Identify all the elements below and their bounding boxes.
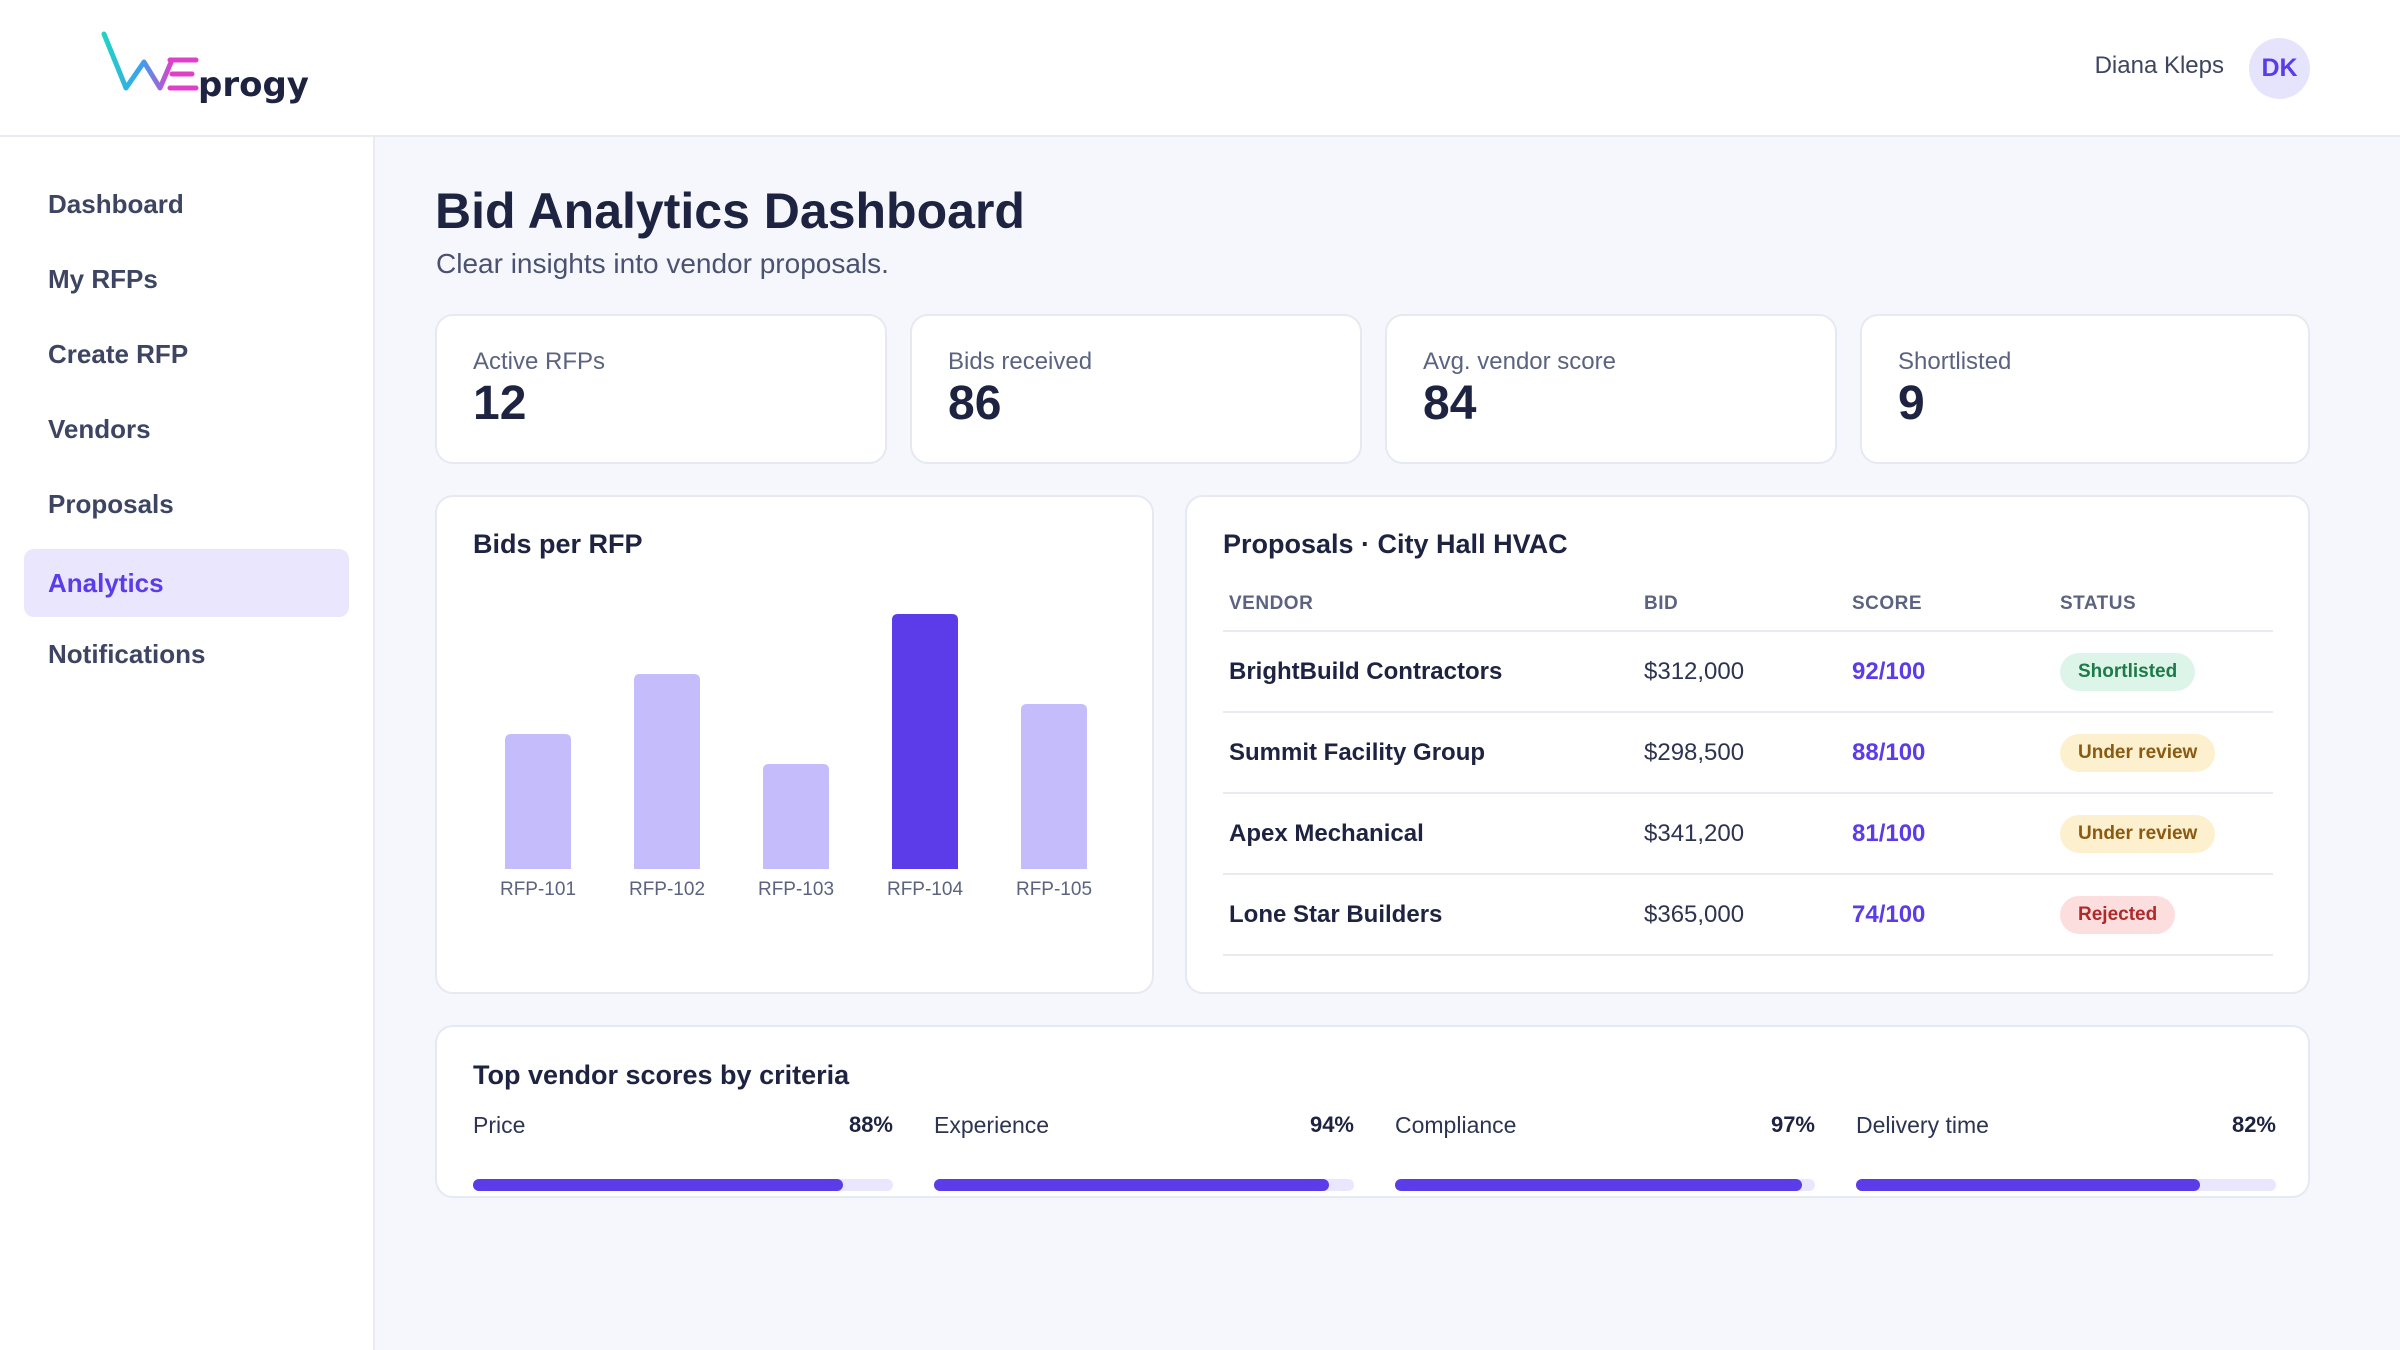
vendor-score: 74/100 [1846,874,2054,956]
top-header: progy Diana Kleps DK [0,0,2400,137]
status-cell: Shortlisted [2054,631,2273,713]
progress-fill [934,1179,1329,1191]
table-row[interactable]: BrightBuild Contractors $312,000 92/100 … [1223,631,2273,713]
criteria-percent: 97% [1770,1112,1815,1137]
stat-card-active-rfps: Active RFPs 12 [435,314,887,464]
user-name[interactable]: Diana Kleps [2094,52,2224,79]
status-badge: Under review [2060,733,2216,772]
avatar[interactable]: DK [2249,38,2310,99]
table-row[interactable]: Apex Mechanical $341,200 81/100 Under re… [1223,793,2273,875]
sidebar-item-my-rfps[interactable]: My RFPs [48,263,158,294]
chart-title: Bids per RFP [473,529,643,559]
vendor-name[interactable]: Summit Facility Group [1223,712,1638,794]
x-tick-label: RFP-105 [1016,879,1092,900]
progress-fill [1856,1179,2201,1191]
x-tick-label: RFP-104 [887,879,963,900]
stat-label: Shortlisted [1898,348,2012,375]
status-cell: Under review [2054,712,2273,794]
vendor-score: 81/100 [1846,793,2054,875]
vendor-score: 88/100 [1846,712,2054,794]
stat-value: 12 [473,377,527,430]
progress-fill [1395,1179,1803,1191]
vendor-name[interactable]: Apex Mechanical [1223,793,1638,875]
bid-amount: $341,200 [1638,793,1846,875]
stat-card-shortlisted: Shortlisted 9 [1860,314,2310,464]
stat-label: Bids received [948,348,1093,375]
criteria-card: Top vendor scores by criteria Price 88% … [435,1025,2310,1198]
criteria-label: Delivery time [1856,1112,1989,1138]
sidebar-item-dashboard[interactable]: Dashboard [48,188,184,219]
bar-rfp-101[interactable] [505,734,571,869]
column-header-score[interactable]: SCORE [1846,577,2054,632]
proposals-table: VENDOR BID SCORE STATUS BrightBuild Cont… [1223,577,2273,956]
bar-rfp-102[interactable] [634,674,700,869]
progress-fill [473,1179,843,1191]
stat-value: 84 [1423,377,1477,430]
stat-card-bids-received: Bids received 86 [910,314,1362,464]
table-header-row: VENDOR BID SCORE STATUS [1223,577,2273,632]
stat-card-avg-vendor-score: Avg. vendor score 84 [1385,314,1837,464]
criteria-label: Experience [934,1112,1050,1138]
criteria-label: Price [473,1112,526,1138]
proposals-card: Proposals · City Hall HVAC VENDOR BID SC… [1185,495,2310,994]
status-badge: Under review [2060,814,2216,853]
progress-track [1395,1179,1815,1191]
bid-amount: $312,000 [1638,631,1846,713]
status-cell: Rejected [2054,874,2273,956]
progress-track [473,1179,893,1191]
stat-value: 9 [1898,377,1925,430]
x-tick-label: RFP-103 [758,879,834,900]
page-subtitle: Clear insights into vendor proposals. [436,248,889,279]
bar-chart: RFP-101 RFP-102 RFP-103 RFP-104 RFP-105 [500,614,1092,900]
column-header-status[interactable]: STATUS [2054,577,2273,632]
criteria-percent: 82% [2231,1112,2276,1137]
table-row[interactable]: Lone Star Builders $365,000 74/100 Rejec… [1223,874,2273,956]
column-header-vendor[interactable]: VENDOR [1223,577,1638,632]
sidebar: Dashboard My RFPs Create RFP Vendors Pro… [0,137,375,1350]
table-row[interactable]: Summit Facility Group $298,500 88/100 Un… [1223,712,2273,794]
sidebar-item-analytics[interactable]: Analytics [24,549,349,617]
criteria-label: Compliance [1395,1112,1517,1138]
status-badge: Rejected [2060,895,2176,934]
x-tick-label: RFP-102 [629,879,705,900]
status-badge: Shortlisted [2060,652,2196,691]
progress-track [1856,1179,2276,1191]
status-cell: Under review [2054,793,2273,875]
vendor-name[interactable]: BrightBuild Contractors [1223,631,1638,713]
column-header-bid[interactable]: BID [1638,577,1846,632]
stat-label: Active RFPs [473,348,606,375]
sidebar-item-vendors[interactable]: Vendors [48,413,151,444]
criteria-percent: 88% [848,1112,893,1137]
page-title: Bid Analytics Dashboard [435,183,1025,239]
x-tick-label: RFP-101 [500,879,576,900]
sidebar-item-proposals[interactable]: Proposals [48,488,174,519]
bar-rfp-103[interactable] [763,764,829,869]
proposals-title: Proposals · City Hall HVAC [1223,529,1568,559]
weprogy-logo[interactable]: progy [100,30,320,110]
stat-label: Avg. vendor score [1423,348,1616,375]
vendor-name[interactable]: Lone Star Builders [1223,874,1638,956]
bids-chart-card: Bids per RFP RFP-101 RFP-102 RFP-103 RFP-10… [435,495,1154,994]
criteria-title: Top vendor scores by criteria [473,1060,850,1090]
sidebar-item-create-rfp[interactable]: Create RFP [48,338,189,369]
svg-text:progy: progy [198,65,309,105]
progress-track [934,1179,1354,1191]
stat-value: 86 [948,377,1002,430]
bar-rfp-104[interactable] [892,614,958,869]
vendor-score: 92/100 [1846,631,2054,713]
bid-amount: $365,000 [1638,874,1846,956]
criteria-percent: 94% [1309,1112,1354,1137]
bid-amount: $298,500 [1638,712,1846,794]
sidebar-item-notifications[interactable]: Notifications [48,638,206,669]
bar-rfp-105[interactable] [1021,704,1087,869]
